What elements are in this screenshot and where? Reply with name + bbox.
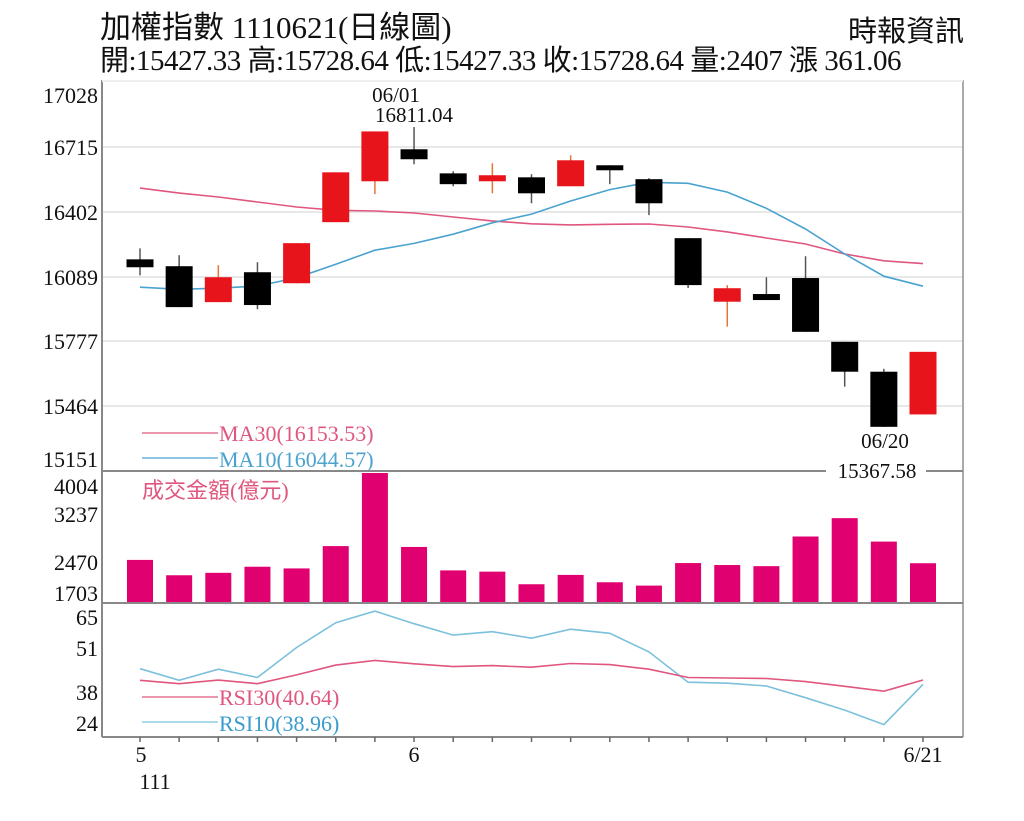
candle-body [243,272,271,306]
candle-body [635,179,663,204]
volume-bar [714,565,741,603]
volume-bar [596,582,623,603]
candle-body [322,172,350,223]
x-label-0621: 6/21 [903,742,942,767]
volume-bar [479,571,506,603]
candle-body [557,160,585,187]
candle-body [596,165,624,171]
chart-title: 加權指數 1110621(日線圖) [100,10,452,45]
volume-bar [283,568,310,603]
ma30-line [139,187,924,265]
y-tick-label: 38 [76,680,98,705]
volume-title: 成交金額(億元) [142,478,289,503]
y-tick-label: 15464 [43,394,98,419]
candle-body [361,131,389,182]
candle-body [870,371,898,427]
y-tick-label: 2470 [54,550,98,575]
y-tick-label: 1703 [54,581,98,606]
y-tick-label: 3237 [54,502,98,527]
rsi-panel: 65 51 38 24 RSI30(40.64) RSI10(38.96) [76,605,924,736]
volume-bar [557,574,584,603]
candle-body [400,149,428,160]
y-tick-label: 4004 [54,474,98,499]
y-tick-label: 51 [76,636,98,661]
candle-body [752,294,780,301]
source-label: 時報資訊 [847,16,964,48]
candle-body [439,173,467,185]
x-label-year: 111 [139,769,170,794]
ma10-legend: MA10(16044.57) [219,447,374,472]
y-tick-label: 65 [76,605,98,630]
candle-body [909,351,937,415]
y-tick-label: 17028 [43,83,98,108]
ohlc-stats: 開:15427.33 高:15728.64 低:15427.33 收:15728… [100,45,902,77]
volume-bar [361,473,388,603]
volume-bar [635,585,662,603]
candle-body [283,243,311,284]
volume-bar [792,536,819,603]
candle-body [831,341,859,372]
candle-body [792,278,820,332]
volume-bar [910,563,936,603]
volume-bar [244,566,271,603]
candle-body [478,175,506,182]
volume-bar [322,546,349,603]
x-label-june: 6 [409,742,420,767]
volume-bar [675,563,702,603]
ma30-legend: MA30(16153.53) [219,421,374,446]
low-date-label: 06/20 [861,429,909,453]
rsi30-legend: RSI30(40.64) [219,685,339,710]
y-tick-label: 16089 [43,265,98,290]
price-panel: 17028 16715 16402 16089 15777 15464 15151 06/0… [43,80,964,737]
candle-body [126,259,154,268]
y-tick-label: 16402 [43,200,98,225]
volume-bar [127,559,153,603]
volume-bar [518,584,545,603]
volume-bar [831,518,858,603]
x-label-may: 5 [136,742,147,767]
volume-bar [870,541,897,603]
high-value-label: 16811.04 [375,103,453,127]
rsi10-line [139,610,924,726]
candle-body [713,288,741,302]
volume-bar [401,546,428,603]
rsi30-line [139,659,924,693]
candle-body [204,277,232,303]
y-tick-label: 15777 [43,329,98,354]
low-value-bg [826,462,926,482]
volume-panel: 4004 3237 2470 1703 成交金額(億元) [54,473,936,606]
volume-bar [205,572,232,603]
volume-bar [440,570,467,603]
candle-body [165,266,193,308]
y-tick-label: 24 [76,711,98,736]
volume-bar [166,575,193,603]
volume-bar [753,566,780,603]
candle-body [518,177,545,194]
candle-body [674,238,702,286]
y-tick-label: 16715 [43,135,98,160]
high-date-label: 06/01 [372,83,420,107]
low-value-label: 15367.58 [838,459,917,483]
rsi10-legend: RSI10(38.96) [219,711,339,736]
y-tick-label: 15151 [43,447,98,472]
